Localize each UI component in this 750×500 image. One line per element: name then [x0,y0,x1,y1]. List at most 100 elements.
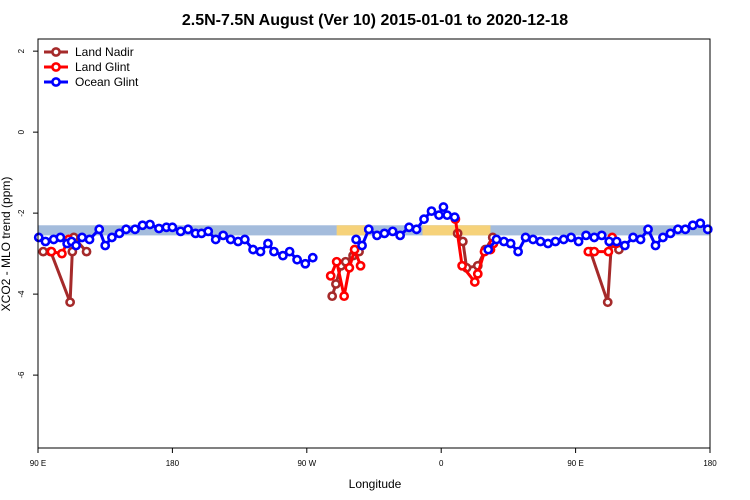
data-point-2-51 [438,202,449,212]
x-tick-label-5: 180 [703,459,717,468]
data-point-1-6 [344,262,355,273]
data-point-0-7 [331,279,341,289]
series-layer [33,202,713,308]
data-point-2-76 [650,240,661,251]
data-point-2-13 [121,224,132,235]
data-point-2-41 [363,224,374,235]
data-point-2-31 [255,246,266,257]
data-point-1-1 [56,248,67,259]
data-point-2-72 [619,240,630,251]
data-point-2-25 [210,234,221,245]
data-point-0-6 [327,291,338,302]
data-point-1-11 [469,277,480,287]
y-tick-label-0: 2 [17,48,26,53]
data-point-2-11 [107,232,117,243]
y-axis: 2 0 -2 -4 -6 [17,48,38,379]
data-point-1-7 [349,244,360,255]
data-point-2-20 [175,226,186,237]
data-point-2-33 [269,246,279,257]
data-point-2-82 [695,218,706,229]
data-point-2-3 [55,232,66,243]
data-point-2-60 [528,234,538,245]
data-point-0-20 [602,297,613,308]
data-point-2-19 [167,222,178,233]
data-point-2-54 [483,244,494,255]
data-point-1-17 [589,246,600,257]
data-point-2-7 [77,232,87,243]
data-point-2-69 [596,230,607,241]
data-point-2-58 [513,246,524,257]
data-point-1-8 [355,260,366,271]
data-point-2-24 [203,226,214,237]
x-axis: 90 E 180 90 W 0 90 E 180 [30,448,717,468]
data-point-2-78 [665,228,676,239]
legend-label-2: Ocean Glint [75,75,139,89]
y-tick-label-1: 0 [17,129,26,134]
data-point-2-15 [137,220,148,231]
data-point-2-46 [404,222,414,233]
data-point-2-57 [505,238,516,249]
x-tick-label-0: 90 E [30,459,46,468]
y-tick-label-2: -2 [17,209,26,217]
data-point-2-43 [379,228,390,239]
data-point-2-48 [419,214,429,225]
data-point-0-2 [65,297,76,308]
data-point-2-73 [628,232,638,243]
data-point-0-5 [81,246,92,257]
data-point-2-61 [535,236,546,247]
data-point-2-44 [387,226,398,237]
data-point-2-71 [611,236,622,247]
data-point-2-26 [218,230,229,241]
data-point-2-14 [130,224,140,235]
data-point-2-47 [411,224,422,235]
chart-title: 2.5N-7.5N August (Ver 10) 2015-01-01 to … [182,12,568,29]
data-point-2-10 [100,240,111,251]
data-point-2-49 [426,206,437,217]
data-point-1-10 [457,260,468,271]
x-tick-label-2: 90 W [297,459,316,468]
data-point-2-63 [550,236,561,247]
data-point-2-27 [225,234,236,245]
data-point-2-62 [543,238,553,249]
data-point-2-59 [520,232,531,243]
data-point-1-12 [472,268,483,279]
data-point-2-67 [581,230,591,241]
data-point-2-75 [643,224,653,235]
data-point-2-45 [395,230,406,241]
legend-label-0: Land Nadir [75,45,134,59]
data-point-0-0 [38,246,49,257]
data-point-2-37 [300,258,311,269]
data-point-2-55 [491,234,502,245]
series-2 [33,202,713,269]
legend-marker-1 [51,62,61,72]
data-point-2-65 [566,232,577,243]
data-point-2-38 [307,252,318,263]
data-point-2-35 [284,246,295,257]
data-point-2-50 [434,210,444,221]
data-point-2-16 [145,219,155,230]
data-point-2-1 [40,236,51,247]
data-point-2-8 [84,234,95,245]
data-point-2-64 [558,234,569,245]
data-point-2-21 [183,224,193,235]
data-point-2-30 [248,244,258,255]
data-point-2-40 [357,240,367,251]
ocean-band [38,225,710,236]
data-point-2-0 [33,232,44,243]
data-point-2-77 [658,232,668,243]
data-point-2-70 [604,236,615,247]
data-point-2-12 [114,228,125,239]
land-band-0 [336,225,371,236]
x-axis-label: Longitude [349,477,402,491]
data-point-2-9 [94,224,105,235]
data-point-2-17 [154,223,164,234]
data-point-2-81 [687,220,698,231]
y-tick-label-4: -6 [17,371,26,379]
data-point-2-42 [372,230,382,241]
data-point-2-68 [589,232,600,243]
data-point-2-52 [442,210,453,221]
x-tick-label-4: 90 E [567,459,583,468]
y-axis-label: XCO2 - MLO trend (ppm) [0,177,13,312]
